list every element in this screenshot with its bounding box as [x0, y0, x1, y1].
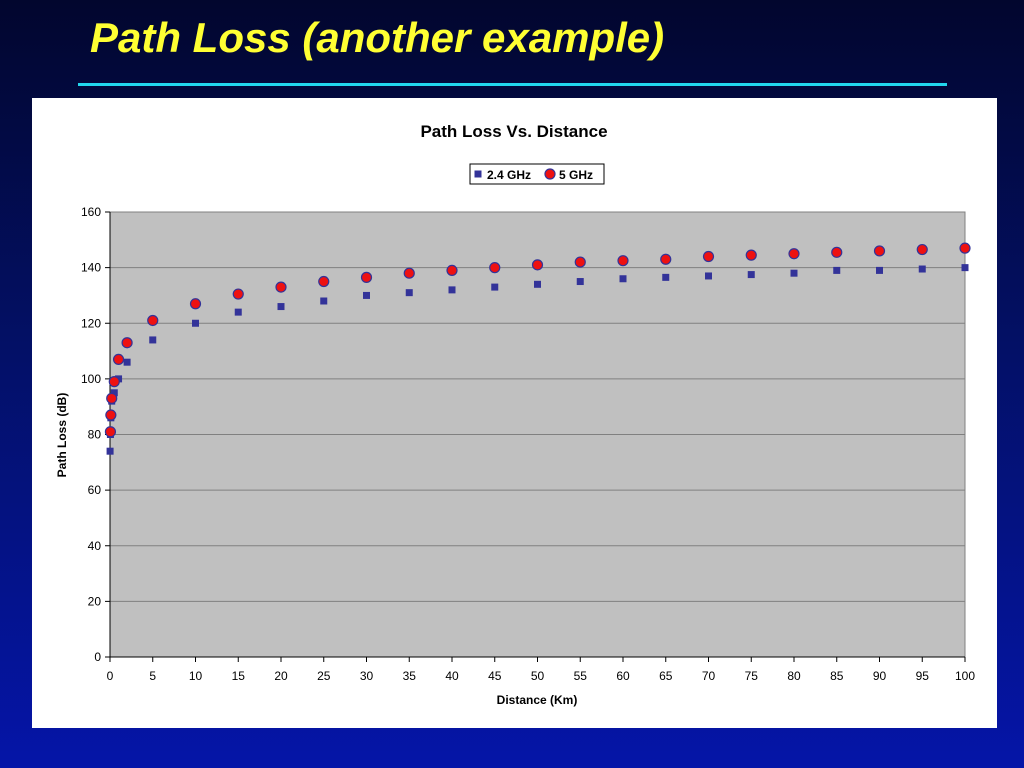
chart-legend: 2.4 GHz 5 GHz — [469, 163, 605, 185]
data-point-2-4-ghz — [576, 278, 584, 286]
data-point-5-ghz — [105, 409, 117, 421]
x-tick-label: 35 — [403, 669, 417, 683]
legend-square-marker — [474, 170, 482, 178]
y-axis: 0 20 40 60 80 100 120 140 160 — [81, 205, 111, 664]
data-point-2-4-ghz — [534, 280, 541, 288]
data-point-2-4-ghz — [918, 265, 926, 273]
data-point-5-ghz — [489, 262, 501, 274]
x-tick-label: 90 — [873, 669, 887, 683]
data-point-2-4-ghz — [123, 358, 131, 366]
data-point-5-ghz — [232, 288, 244, 300]
x-axis: 0 5 10 15 20 25 30 35 40 45 50 55 60 65 70 75 80 85 90 95 10… — [107, 656, 975, 683]
data-point-2-4-ghz — [106, 447, 114, 455]
data-point-5-ghz — [403, 267, 415, 279]
data-point-2-4-ghz — [705, 272, 712, 280]
y-tick-label: 0 — [94, 650, 101, 664]
data-point-5-ghz — [104, 426, 117, 438]
data-point-2-4-ghz — [149, 336, 157, 344]
x-tick-label: 30 — [360, 669, 374, 683]
data-point-2-4-ghz — [363, 291, 370, 299]
data-point-5-ghz — [360, 271, 373, 283]
data-point-5-ghz — [106, 392, 118, 404]
data-point-5-ghz — [275, 281, 287, 293]
data-point-2-4-ghz — [961, 264, 969, 272]
x-tick-label: 10 — [189, 669, 203, 683]
data-point-5-ghz — [916, 243, 928, 256]
x-tick-label: 5 — [149, 669, 156, 683]
x-tick-label: 100 — [955, 669, 975, 683]
data-point-5-ghz — [660, 253, 672, 265]
x-tick-label: 85 — [830, 669, 844, 683]
y-tick-label: 160 — [81, 205, 101, 219]
data-point-2-4-ghz — [662, 273, 670, 281]
x-tick-label: 65 — [659, 669, 673, 683]
data-point-2-4-ghz — [619, 275, 627, 283]
x-tick-label: 70 — [702, 669, 716, 683]
chart-panel: Path Loss Vs. Distance 2.4 GHz 5 GHz 0 20… — [32, 98, 997, 728]
data-point-2-4-ghz — [192, 319, 199, 327]
y-tick-label: 80 — [88, 428, 102, 442]
data-point-2-4-ghz — [448, 286, 456, 294]
data-point-5-ghz — [617, 255, 629, 267]
data-point-2-4-ghz — [405, 289, 413, 297]
y-tick-label: 20 — [88, 594, 102, 608]
data-point-2-4-ghz — [320, 297, 328, 305]
data-point-2-4-ghz — [491, 283, 499, 291]
data-point-5-ghz — [702, 250, 715, 263]
x-tick-label: 25 — [317, 669, 331, 683]
data-point-2-4-ghz — [790, 269, 798, 277]
chart-title: Path Loss Vs. Distance — [420, 122, 607, 141]
data-point-2-4-ghz — [234, 308, 242, 316]
data-point-5-ghz — [745, 249, 757, 261]
data-point-5-ghz — [318, 275, 330, 288]
data-point-5-ghz — [189, 298, 202, 310]
x-tick-label: 55 — [574, 669, 588, 683]
data-point-2-4-ghz — [110, 389, 118, 397]
data-point-5-ghz — [108, 376, 120, 388]
x-tick-label: 95 — [916, 669, 930, 683]
x-tick-label: 0 — [107, 669, 114, 683]
data-point-2-4-ghz — [833, 266, 841, 274]
x-tick-label: 75 — [745, 669, 759, 683]
legend-marker-2-4-ghz — [474, 170, 482, 178]
y-tick-label: 40 — [88, 539, 102, 553]
x-tick-label: 20 — [274, 669, 288, 683]
x-tick-label: 50 — [531, 669, 545, 683]
x-axis-label: Distance (Km) — [497, 693, 578, 707]
legend-circle-marker — [544, 168, 556, 180]
data-point-2-4-ghz — [747, 271, 755, 279]
data-point-2-4-ghz — [277, 303, 285, 311]
data-point-2-4-ghz — [876, 266, 883, 274]
y-axis-label: Path Loss (dB) — [55, 393, 69, 478]
x-tick-label: 80 — [787, 669, 801, 683]
y-tick-label: 100 — [81, 372, 101, 386]
x-tick-label: 45 — [488, 669, 502, 683]
data-point-5-ghz — [112, 353, 125, 366]
x-tick-label: 40 — [445, 669, 459, 683]
legend-marker-5-ghz — [544, 168, 556, 180]
series-5-ghz — [104, 242, 971, 438]
legend-label-5-ghz: 5 GHz — [559, 168, 593, 182]
path-loss-chart: Path Loss Vs. Distance 2.4 GHz 5 GHz 0 20… — [55, 122, 975, 707]
data-point-5-ghz — [121, 337, 133, 349]
data-point-5-ghz — [446, 264, 458, 277]
slide-title: Path Loss (another example) — [90, 14, 665, 61]
data-point-5-ghz — [831, 246, 843, 258]
data-point-5-ghz — [147, 314, 159, 327]
data-point-5-ghz — [788, 248, 800, 260]
y-tick-label: 60 — [88, 483, 102, 497]
legend-label-2-4-ghz: 2.4 GHz — [487, 168, 531, 182]
data-point-5-ghz — [531, 259, 544, 271]
y-tick-label: 120 — [81, 316, 101, 330]
data-point-5-ghz — [574, 256, 586, 268]
legend-box — [469, 163, 605, 185]
title-divider — [78, 83, 947, 86]
x-tick-label: 60 — [616, 669, 630, 683]
x-tick-label: 15 — [232, 669, 246, 683]
data-point-5-ghz — [873, 245, 886, 257]
y-tick-label: 140 — [81, 261, 101, 275]
data-point-5-ghz — [959, 242, 971, 254]
